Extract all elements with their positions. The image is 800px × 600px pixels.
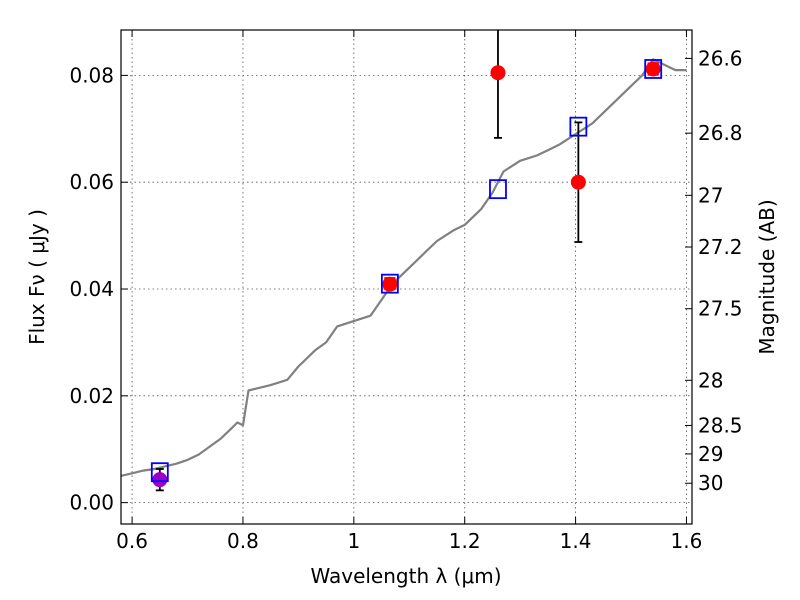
errorbar-series [155, 30, 583, 492]
model-point-box [380, 273, 399, 294]
model-point-box [489, 179, 507, 200]
observed-point [645, 61, 661, 77]
plot-frame [120, 29, 693, 525]
model-point-inner [384, 277, 396, 291]
y2-tick-label: 27 [698, 183, 723, 207]
y-axis-label: Flux Fν ( μJy ) [25, 209, 49, 345]
model-point-box [644, 59, 663, 79]
observed-point [570, 174, 586, 190]
x-tick-label: 1.6 [671, 529, 703, 553]
observed-point [382, 276, 398, 292]
y-tick-label: 0.06 [69, 170, 114, 194]
model-point-box [150, 462, 169, 483]
x-tick-label: 1 [347, 529, 360, 553]
observed-series [152, 61, 661, 488]
observed-point [490, 65, 506, 81]
y2-tick-label: 26.8 [698, 121, 743, 145]
observed-point [152, 472, 168, 488]
y-tick-label: 0.04 [69, 277, 114, 301]
x-tick-label: 0.6 [116, 529, 148, 553]
y-tick-label: 0.00 [69, 491, 114, 515]
y-tick-label: 0.02 [69, 384, 114, 408]
y2-tick-label: 27.5 [698, 297, 743, 321]
spectrum-line [121, 58, 687, 477]
y-tick-label: 0.08 [69, 63, 114, 87]
y2-tick-label: 27.2 [698, 235, 743, 259]
y2-tick-label: 30 [698, 471, 723, 495]
y-axis: 0.00 0.02 0.04 0.06 0.08 [69, 63, 128, 515]
model-point-box [569, 116, 588, 137]
y2-axis: 26.6 26.8 27 27.2 27.5 28 28.5 29 30 [685, 46, 743, 495]
y2-axis-label: Magnitude (AB) [755, 199, 779, 354]
y2-tick-label: 29 [698, 442, 723, 466]
x-tick-label: 1.4 [560, 529, 592, 553]
grid [121, 30, 692, 524]
model-photometry-series [150, 59, 663, 483]
x-tick-label: 0.8 [227, 529, 259, 553]
y2-tick-label: 28.5 [698, 413, 743, 437]
y2-tick-label: 26.6 [698, 46, 743, 70]
spectrum-series [121, 58, 687, 477]
model-point-inner [647, 62, 659, 76]
y2-tick-label: 28 [698, 368, 723, 392]
x-tick-label: 1.2 [449, 529, 481, 553]
x-axis-label: Wavelength λ (μm) [310, 564, 501, 588]
x-axis: 0.6 0.8 1 1.2 1.4 1.6 [116, 30, 702, 553]
